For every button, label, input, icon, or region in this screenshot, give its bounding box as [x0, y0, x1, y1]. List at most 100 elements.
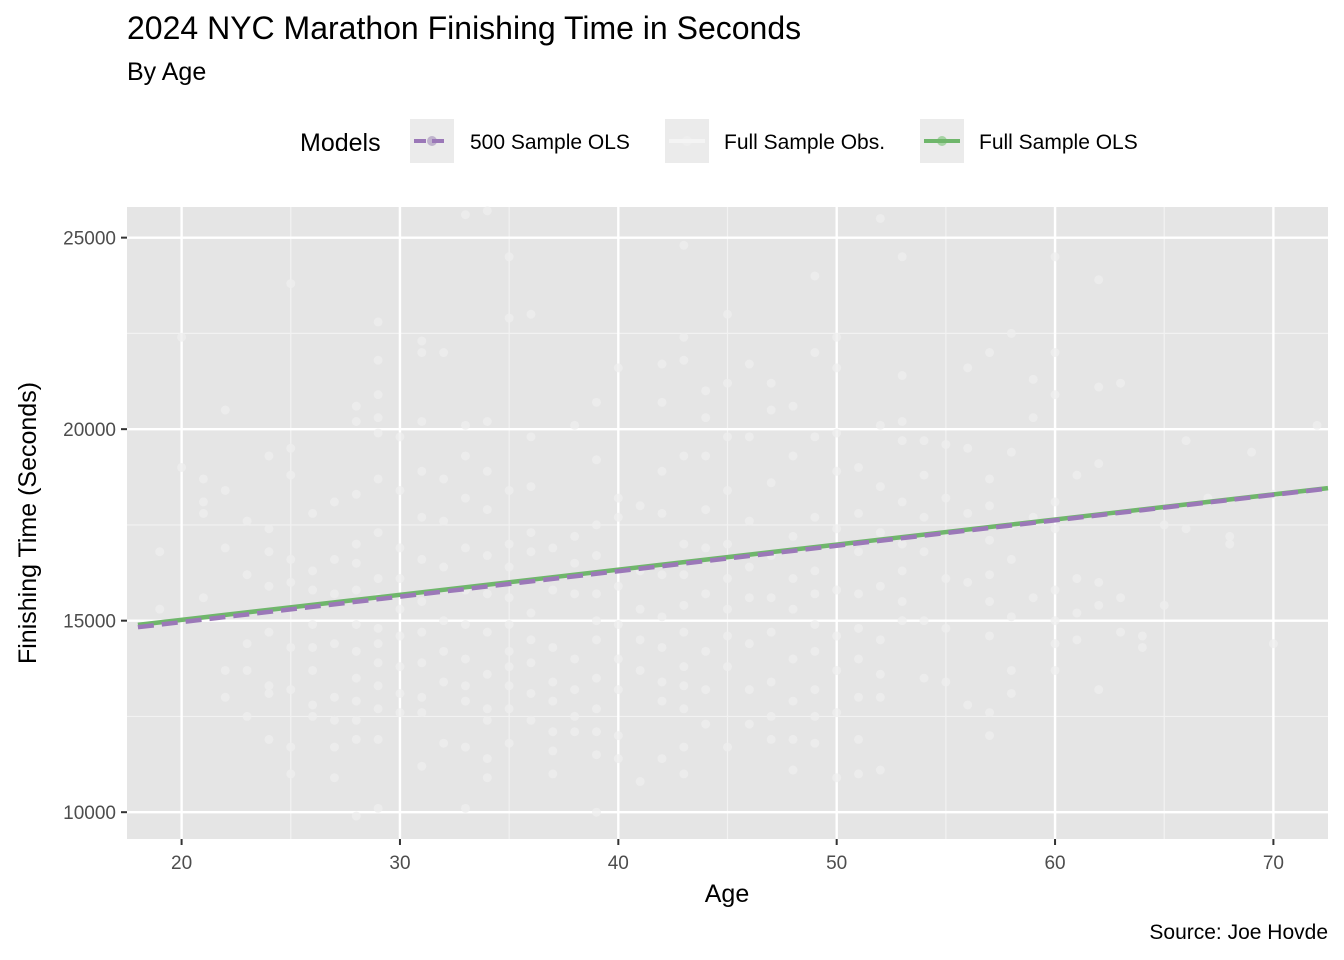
scatter-point: [351, 401, 361, 411]
scatter-point: [832, 708, 842, 718]
scatter-point: [635, 635, 645, 645]
scatter-point: [439, 474, 449, 484]
scatter-point: [875, 765, 885, 775]
scatter-point: [810, 432, 820, 442]
scatter-point: [657, 359, 667, 369]
scatter-point: [1006, 328, 1016, 338]
scatter-point: [591, 589, 601, 599]
scatter-point: [351, 673, 361, 683]
scatter-point: [744, 685, 754, 695]
scatter-point: [941, 623, 951, 633]
y-axis-title: Finishing Time (Seconds): [14, 382, 42, 664]
scatter-point: [395, 708, 405, 718]
scatter-point: [351, 416, 361, 426]
scatter-point: [854, 654, 864, 664]
scatter-point: [395, 662, 405, 672]
scatter-point: [395, 543, 405, 553]
scatter-point: [679, 332, 689, 342]
scatter-point: [373, 474, 383, 484]
scatter-point: [679, 539, 689, 549]
scatter-point: [1072, 635, 1082, 645]
scatter-point: [439, 738, 449, 748]
scatter-point: [832, 631, 842, 641]
scatter-point: [155, 604, 165, 614]
scatter-point: [963, 363, 973, 373]
scatter-point: [526, 547, 536, 557]
scatter-point: [897, 252, 907, 262]
scatter-point: [308, 566, 318, 576]
scatter-point: [460, 210, 470, 220]
scatter-point: [351, 489, 361, 499]
scatter-point: [570, 654, 580, 664]
scatter-point: [286, 769, 296, 779]
scatter-point: [701, 589, 711, 599]
scatter-point: [417, 627, 427, 637]
scatter-point: [482, 589, 492, 599]
scatter-point: [744, 432, 754, 442]
scatter-point: [875, 213, 885, 223]
scatter-point: [308, 642, 318, 652]
scatter-point: [875, 420, 885, 430]
scatter-point: [329, 639, 339, 649]
scatter-point: [417, 336, 427, 346]
scatter-point: [460, 742, 470, 752]
scatter-point: [723, 574, 732, 584]
scatter-point: [723, 662, 732, 672]
scatter-point: [504, 662, 514, 672]
scatter-point: [177, 462, 187, 472]
scatter-point: [744, 359, 754, 369]
y-tick-label: 15000: [63, 612, 116, 633]
scatter-point: [1006, 612, 1016, 622]
scatter-point: [439, 516, 449, 526]
scatter-point: [810, 589, 820, 599]
scatter-point: [264, 681, 274, 691]
scatter-point: [941, 439, 951, 449]
scatter-point: [329, 773, 339, 783]
scatter-point: [985, 731, 995, 741]
scatter-point: [875, 692, 885, 702]
scatter-point: [919, 616, 929, 626]
scatter-point: [373, 413, 383, 423]
legend-label-full-sample-ols: Full Sample OLS: [979, 131, 1138, 154]
scatter-point: [832, 363, 842, 373]
scatter-point: [504, 313, 514, 323]
scatter-point: [679, 570, 689, 580]
scatter-point: [723, 485, 732, 495]
scatter-point: [832, 466, 842, 476]
scatter-point: [635, 777, 645, 787]
scatter-point: [701, 451, 711, 461]
scatter-point: [1072, 470, 1082, 480]
scatter-point: [1006, 554, 1016, 564]
scatter-point: [701, 543, 711, 553]
scatter-point: [810, 738, 820, 748]
scatter-point: [286, 279, 296, 289]
scatter-point: [985, 631, 995, 641]
scatter-point: [308, 665, 318, 675]
scatter-point: [373, 681, 383, 691]
scatter-point: [788, 696, 798, 706]
scatter-point: [417, 692, 427, 702]
scatter-point: [417, 658, 427, 668]
scatter-point: [504, 738, 514, 748]
scatter-point: [198, 508, 208, 518]
legend: Models 500 Sample OLS Full Sample Obs. F…: [300, 119, 1138, 163]
scatter-point: [570, 589, 580, 599]
scatter-point: [198, 593, 208, 603]
scatter-point: [832, 773, 842, 783]
scatter-point: [1050, 585, 1060, 595]
scatter-point: [548, 642, 558, 652]
scatter-point: [766, 711, 776, 721]
scatter-point: [482, 206, 492, 216]
scatter-point: [351, 585, 361, 595]
scatter-point: [897, 416, 907, 426]
scatter-point: [591, 616, 601, 626]
scatter-point: [1028, 413, 1038, 423]
scatter-point: [810, 566, 820, 576]
scatter-point: [395, 485, 405, 495]
y-tick-label: 20000: [63, 420, 116, 441]
scatter-point: [810, 512, 820, 522]
scatter-point: [482, 466, 492, 476]
scatter-point: [177, 332, 187, 342]
scatter-point: [701, 413, 711, 423]
scatter-point: [417, 348, 427, 358]
